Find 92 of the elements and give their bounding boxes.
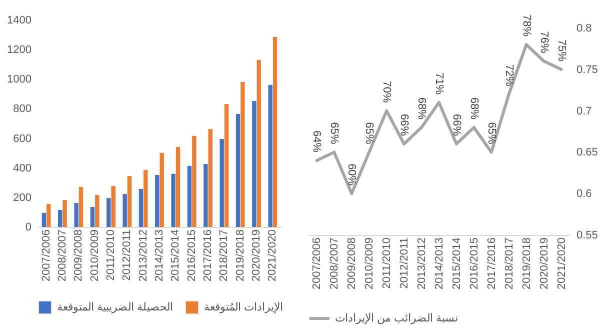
bar [187, 166, 192, 227]
y-tick-label: 400 [13, 162, 32, 174]
y-tick-label: 1000 [7, 74, 32, 86]
y-tick-label: 1400 [7, 14, 32, 26]
x-tick-label: 2012/2011 [121, 230, 134, 281]
bar [95, 195, 100, 227]
y-tick-label: 0.65 [576, 146, 598, 159]
bar [111, 186, 116, 227]
x-tick-label: 2020/2019 [538, 238, 550, 290]
x-tick-label: 2016/2015 [468, 238, 480, 290]
x-tick-label: 2021/2020 [556, 238, 568, 290]
x-tick-label: 2009/2008 [72, 230, 85, 282]
bar [144, 170, 148, 227]
x-tick-label: 2015/2014 [170, 230, 182, 282]
y-tick-label: 0.7 [576, 105, 592, 118]
x-tick-label: 2008/2007 [56, 230, 68, 282]
y-tick-label: 0.8 [576, 22, 592, 34]
data-label: 71% [433, 72, 445, 95]
data-label: 72% [502, 64, 515, 86]
bar [192, 136, 196, 227]
bar [224, 104, 229, 227]
x-tick-label: 2018/2017 [503, 238, 516, 290]
x-tick-label: 2007/2006 [40, 230, 52, 282]
x-tick-label: 2009/2008 [346, 238, 358, 290]
bar [155, 174, 160, 227]
bar [220, 139, 224, 227]
data-label: 65% [485, 122, 498, 144]
bar [236, 114, 240, 227]
x-tick-label: 2011/2010 [104, 230, 117, 281]
data-label: 64% [310, 130, 323, 153]
x-tick-label: 2008/2007 [328, 238, 341, 290]
data-label: 65% [363, 122, 376, 144]
bar [252, 101, 256, 227]
x-tick-label: 2016/2015 [186, 230, 198, 282]
bar [138, 189, 144, 227]
y-tick-label: 0.75 [576, 64, 598, 76]
bar [171, 174, 176, 227]
x-tick-label: 2010/2009 [364, 238, 376, 290]
y-tick-label: 1200 [7, 44, 32, 56]
bar [46, 204, 51, 227]
bar [62, 200, 67, 227]
bar [127, 176, 132, 227]
bar [256, 60, 261, 227]
y-tick-label: 200 [13, 192, 32, 204]
bar [272, 37, 278, 227]
x-tick-label: 2018/2017 [218, 230, 230, 282]
bar [122, 194, 127, 227]
bar [42, 212, 46, 227]
x-tick-label: 2021/2020 [266, 230, 279, 282]
y-tick-label: 800 [13, 103, 32, 116]
legend-label: نسبة الضرائب من الإيرادات [335, 312, 458, 324]
x-tick-label: 2012/2011 [398, 238, 411, 289]
bar [208, 128, 212, 227]
legend-label: الحصيلة الضريبية المتوقعة [57, 301, 174, 314]
y-tick-label: 0.6 [576, 188, 592, 200]
data-label: 76% [538, 31, 550, 54]
bar [74, 203, 78, 227]
x-tick-label: 2014/2013 [434, 238, 446, 290]
data-label: 70% [380, 80, 393, 104]
bar [268, 84, 272, 227]
bar [160, 152, 164, 227]
x-tick-label: 2010/2009 [88, 230, 101, 282]
x-tick-label: 2017/2016 [486, 238, 498, 290]
bar [90, 207, 95, 227]
bar [106, 198, 111, 227]
data-label: 65% [328, 122, 340, 144]
data-label: 75% [555, 39, 568, 62]
x-tick-label: 2011/2010 [381, 238, 394, 289]
data-label: 66% [450, 114, 462, 136]
y-tick-label: 600 [13, 132, 32, 145]
bar [58, 210, 62, 227]
x-tick-label: 2019/2018 [520, 238, 533, 290]
x-tick-label: 2013/2012 [137, 230, 150, 282]
x-tick-label: 2019/2018 [234, 230, 246, 282]
bar [176, 147, 180, 227]
bar [204, 164, 208, 227]
data-label: 78% [520, 14, 532, 37]
y-tick-label: 0 [25, 222, 32, 234]
data-label: 60% [346, 164, 358, 186]
x-tick-label: 2017/2016 [202, 230, 214, 282]
bar [240, 82, 245, 227]
x-tick-label: 2020/2019 [250, 230, 263, 282]
legend-label: الإيرادات المُتوقعة [204, 301, 284, 314]
y-tick-label: 0.55 [576, 230, 598, 242]
x-tick-label: 2007/2006 [311, 238, 324, 290]
data-label: 66% [398, 114, 410, 136]
bar [78, 186, 84, 227]
data-label: 68% [468, 97, 480, 120]
data-label: 68% [416, 97, 428, 120]
x-tick-label: 2015/2014 [450, 238, 463, 290]
x-tick-label: 2013/2012 [416, 238, 428, 290]
x-tick-label: 2014/2013 [154, 230, 166, 282]
